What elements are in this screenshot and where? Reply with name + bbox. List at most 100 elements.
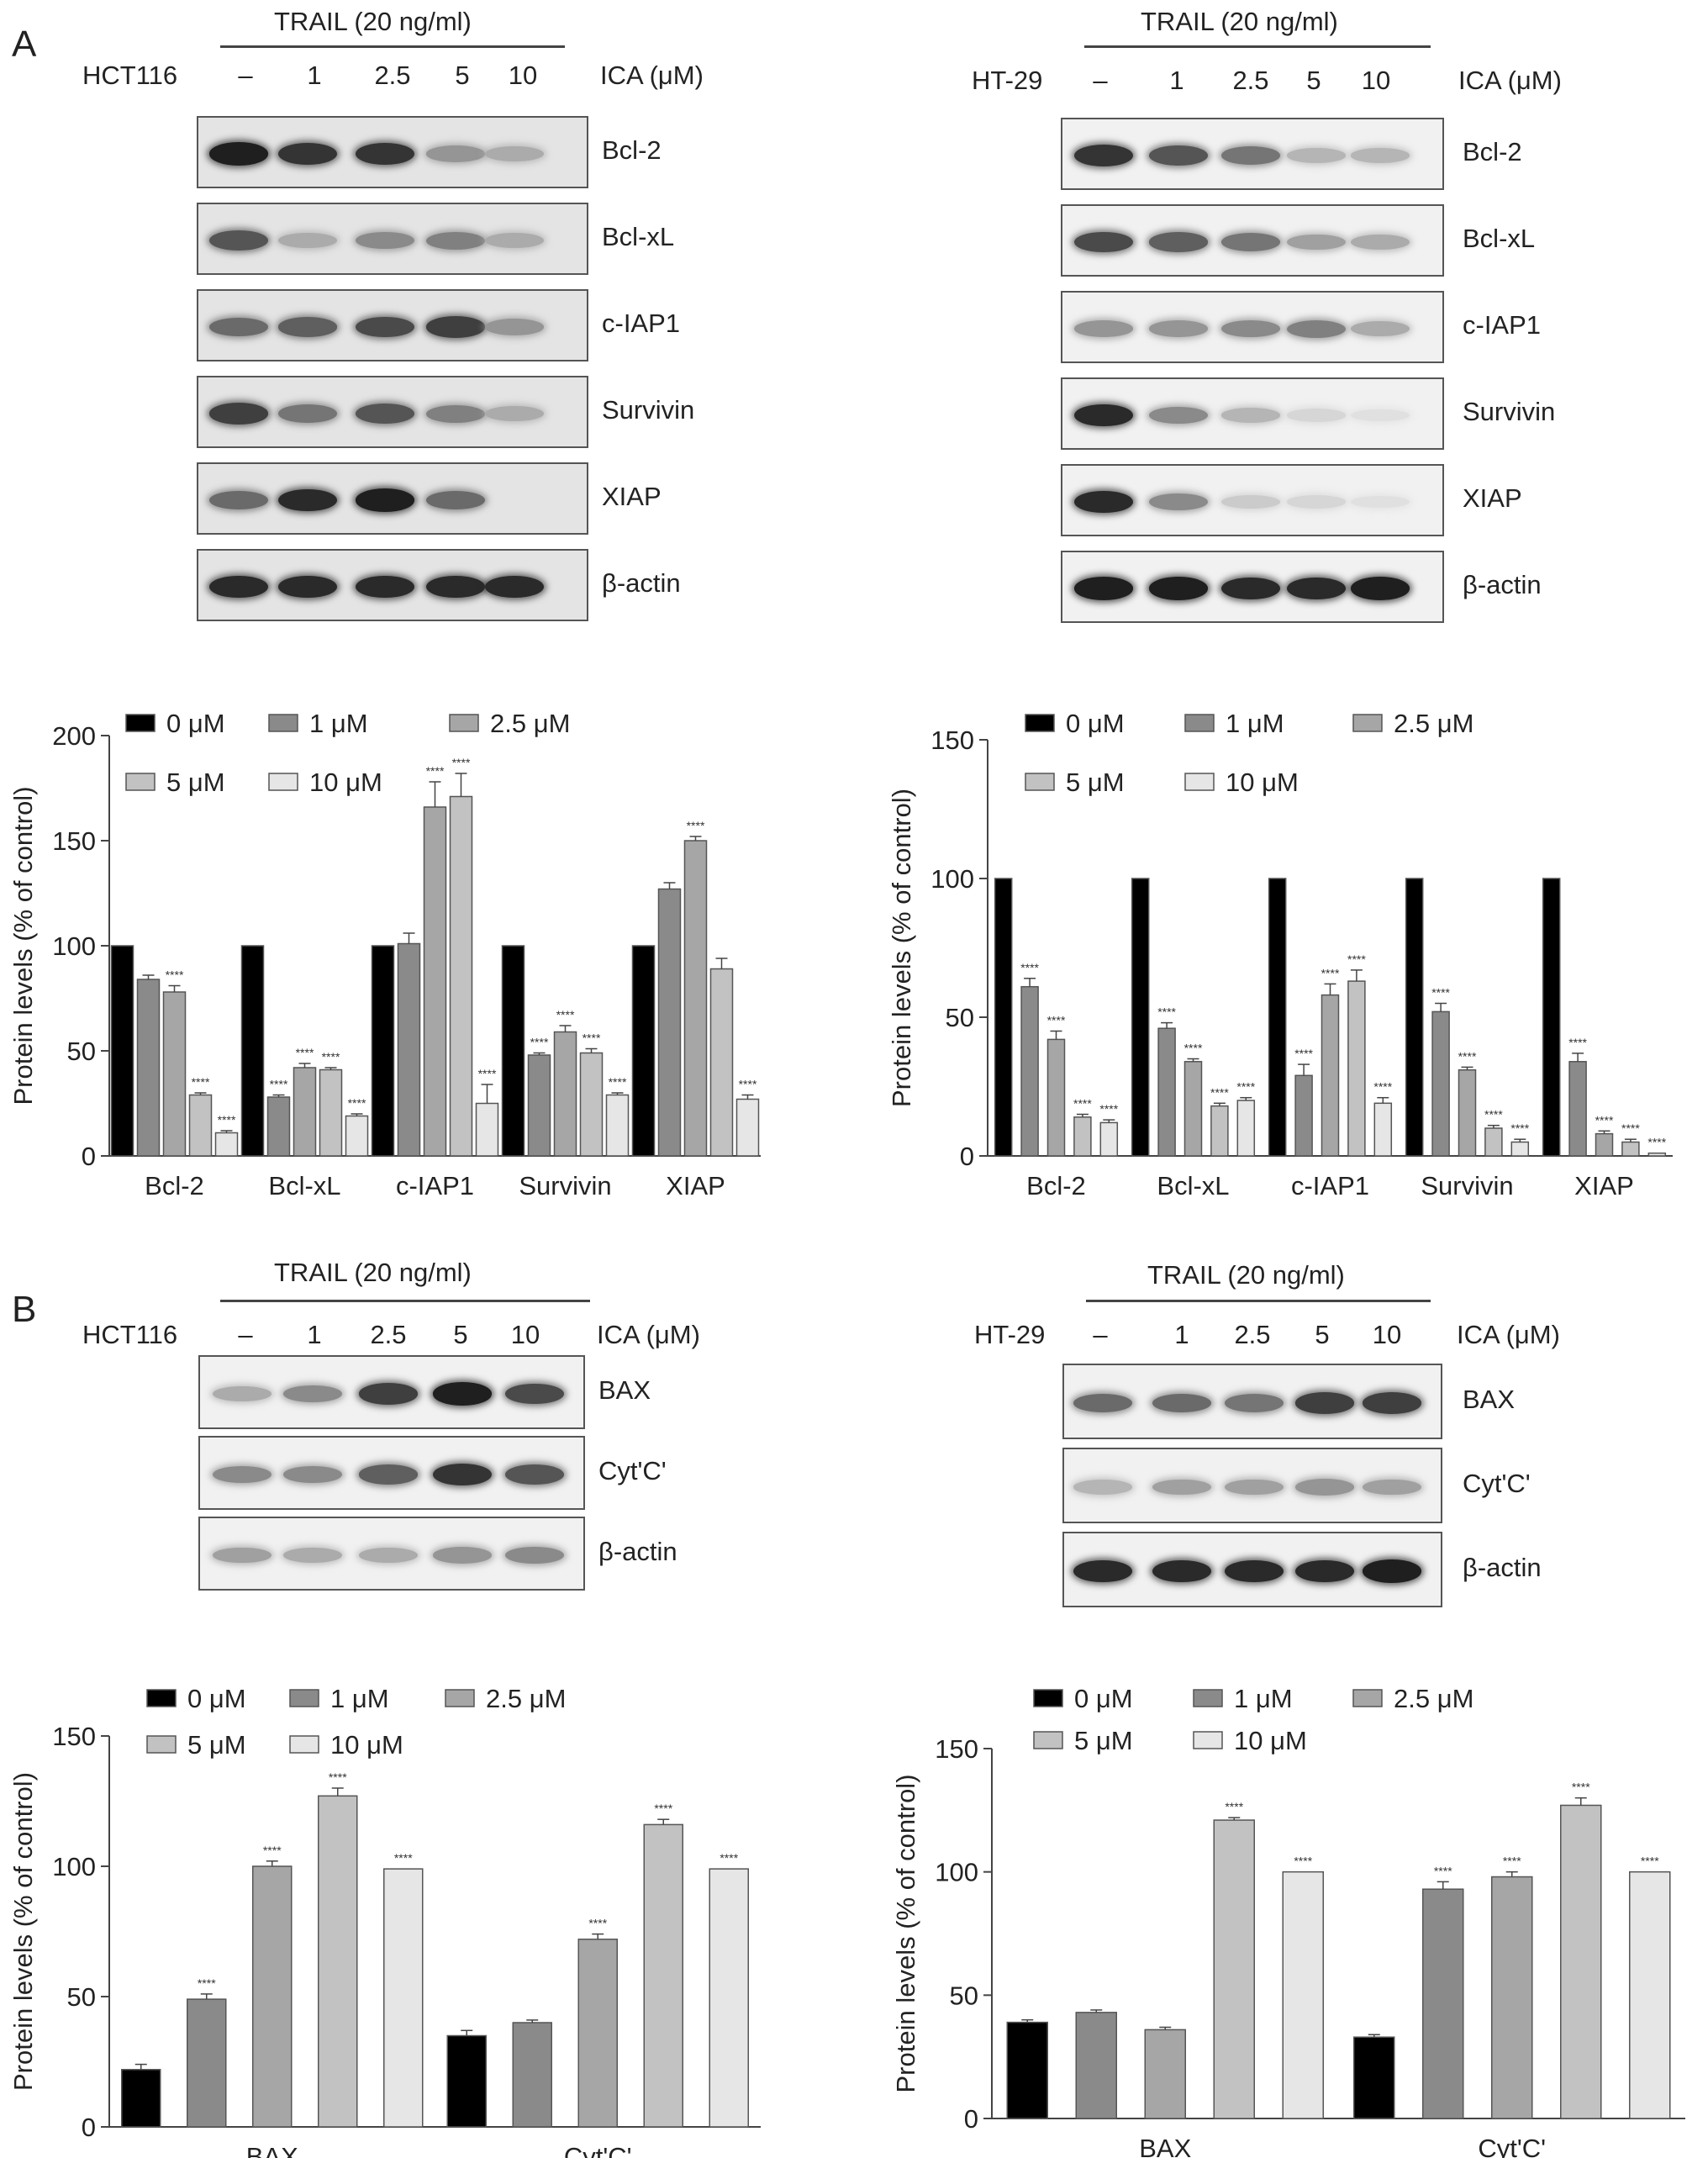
legend-swatch [449, 714, 479, 732]
blot-strip-c-iap1 [1061, 291, 1444, 363]
legend-swatch [1352, 1689, 1383, 1707]
blot-band [1363, 1479, 1421, 1496]
significance-label: **** [394, 1851, 413, 1865]
bar [512, 2022, 552, 2128]
blot-band [426, 145, 485, 162]
cell-line-label-b-right: HT-29 [974, 1320, 1046, 1349]
significance-label: **** [1157, 1005, 1176, 1019]
blot-band [356, 316, 414, 338]
bar [1458, 1068, 1477, 1157]
legend-label: 2.5 μM [486, 1684, 566, 1713]
bar [683, 840, 708, 1157]
significance-label: **** [1641, 1855, 1659, 1868]
blot-band [1073, 1480, 1132, 1495]
blot-protein-label: Cyt'C' [1463, 1469, 1531, 1498]
significance-label: **** [1347, 952, 1366, 966]
blot-band [1074, 490, 1133, 514]
blot-band [359, 1383, 418, 1405]
y-axis-title: Protein levels (% of control) [8, 1772, 38, 2091]
blot-band [283, 1547, 342, 1564]
legend-label: 1 μM [309, 709, 368, 738]
bar [631, 945, 656, 1157]
blot-band [1149, 406, 1208, 425]
blot-protein-label: Bcl-2 [602, 135, 662, 165]
blot-strip--actin [197, 549, 588, 621]
bar [605, 1094, 630, 1157]
blot-band [1287, 148, 1346, 163]
bar [136, 979, 161, 1157]
lane-label: 5 [1315, 1320, 1330, 1349]
blot-band [278, 404, 337, 423]
blot-strip-bcl-2 [1061, 118, 1444, 190]
lane-label: 10 [1361, 66, 1391, 95]
significance-label: **** [1572, 1781, 1590, 1794]
blot-band [209, 317, 268, 337]
significance-label: **** [1621, 1121, 1640, 1135]
blot-band [1221, 146, 1280, 165]
blot-band [1073, 1559, 1132, 1583]
significance-label: **** [1294, 1855, 1312, 1868]
x-tick-label: Survivin [519, 1171, 611, 1200]
legend-swatch [1193, 1689, 1223, 1707]
significance-label: **** [192, 1075, 210, 1089]
cell-line-label-a-left: HCT116 [82, 61, 178, 90]
y-tick-label: 100 [935, 1858, 978, 1887]
blot-band [1149, 577, 1208, 600]
x-tick-label: Bcl-xL [1157, 1171, 1229, 1200]
legend-label: 1 μM [1226, 709, 1284, 738]
blot-protein-label: β-actin [1463, 1553, 1542, 1582]
lane-label: 1 [307, 1320, 322, 1349]
legend-label: 0 μM [1066, 709, 1125, 738]
bar [1006, 2021, 1048, 2119]
dose-label-b-right: ICA (μM) [1457, 1320, 1560, 1349]
blot-band [356, 231, 414, 250]
legend-swatch [146, 1735, 177, 1754]
blot-protein-label: BAX [1463, 1385, 1516, 1414]
panel-letter-a: A [12, 24, 37, 65]
y-tick-label: 150 [52, 826, 96, 856]
treatment-line-b-right [1086, 1300, 1431, 1302]
bar [319, 1068, 343, 1157]
bar [1595, 1132, 1614, 1157]
blot-strip-bax [1062, 1364, 1442, 1439]
y-tick-label: 150 [52, 1722, 96, 1751]
lane-label: 10 [1372, 1320, 1402, 1349]
bar [121, 2069, 161, 2128]
legend-label: 5 μM [187, 1730, 246, 1760]
blot-band [1074, 577, 1133, 600]
blot-band [1351, 409, 1410, 422]
bar [1484, 1127, 1503, 1157]
y-tick-label: 100 [52, 931, 96, 961]
significance-label: **** [1647, 1136, 1666, 1149]
x-tick-label: Bcl-2 [145, 1171, 204, 1200]
blot-protein-label: Survivin [1463, 397, 1556, 426]
blot-band [426, 404, 485, 423]
bar [252, 1865, 293, 2128]
legend-label: 5 μM [1074, 1726, 1133, 1755]
blot-band [485, 145, 544, 162]
bar [1131, 878, 1150, 1157]
blot-band [283, 1465, 342, 1484]
bar [1431, 1010, 1450, 1157]
bar [657, 888, 682, 1157]
lane-label: 2.5 [1234, 1320, 1271, 1349]
x-tick-label: XIAP [1574, 1171, 1634, 1200]
significance-label: **** [687, 819, 705, 832]
significance-label: **** [588, 1917, 607, 1930]
significance-label: **** [1184, 1042, 1203, 1055]
significance-label: **** [1294, 1047, 1313, 1060]
blot-band [1149, 493, 1208, 511]
lane-label: 2.5 [370, 1320, 407, 1349]
treatment-label-a-left: TRAIL (20 ng/ml) [274, 7, 472, 36]
blot-band [359, 1547, 418, 1564]
bar [345, 1115, 369, 1157]
y-tick-label: 150 [930, 725, 974, 755]
blot-band [1363, 1559, 1421, 1583]
significance-label: **** [1568, 1036, 1587, 1049]
bar [1213, 1819, 1255, 2119]
significance-label: **** [452, 756, 471, 769]
legend-swatch [289, 1689, 319, 1707]
blot-band [1149, 145, 1208, 166]
y-tick-label: 0 [82, 2113, 96, 2142]
significance-label: **** [1484, 1108, 1503, 1121]
